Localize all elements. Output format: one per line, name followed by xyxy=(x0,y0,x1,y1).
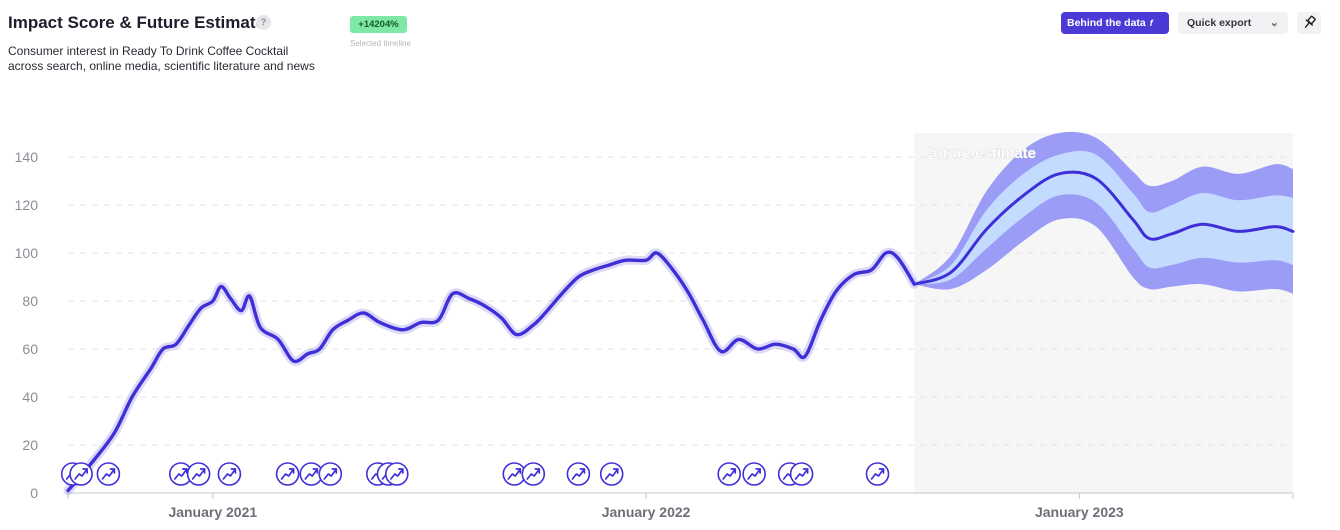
x-tick-label: January 2023 xyxy=(1035,504,1124,520)
y-tick-label: 100 xyxy=(15,245,39,261)
event-marker-icon xyxy=(521,462,546,486)
event-marker-icon xyxy=(186,462,211,486)
page-title: Impact Score & Future Estimate xyxy=(8,13,265,32)
y-tick-label: 60 xyxy=(22,341,38,357)
forecast-line xyxy=(912,170,1295,286)
event-marker-icon xyxy=(275,462,300,486)
history-line xyxy=(66,250,916,493)
help-icon[interactable]: ? xyxy=(256,15,271,30)
chevron-down-icon: ⌄ xyxy=(1269,17,1279,29)
formula-icon: f xyxy=(1149,18,1153,28)
behind-the-data-label: Behind the data xyxy=(1067,17,1146,29)
event-marker-icon xyxy=(69,462,93,486)
chart-subtitle: Consumer interest in Ready To Drink Coff… xyxy=(8,44,328,74)
event-marker-icon xyxy=(318,462,343,486)
y-tick-label: 140 xyxy=(15,149,39,165)
forecast-inner-band xyxy=(914,150,1293,285)
event-marker-icon xyxy=(96,462,121,486)
y-tick-label: 40 xyxy=(22,389,38,405)
y-tick-label: 0 xyxy=(30,485,38,501)
pin-button[interactable] xyxy=(1297,12,1321,34)
growth-badge: +14204% xyxy=(350,16,407,33)
event-marker-icon xyxy=(717,462,742,486)
growth-badge-caption: Selected timeline xyxy=(350,39,411,48)
y-tick-label: 20 xyxy=(22,437,38,453)
x-tick-label: January 2022 xyxy=(602,504,691,520)
subtitle-line-1: Consumer interest in Ready To Drink Coff… xyxy=(8,44,289,58)
event-marker-icon xyxy=(789,462,814,486)
event-marker-icon xyxy=(742,462,766,486)
y-tick-label: 120 xyxy=(15,197,39,213)
quick-export-label: Quick export xyxy=(1187,17,1252,29)
x-tick-label: January 2021 xyxy=(168,504,257,520)
event-marker-icon xyxy=(217,462,242,486)
event-marker-icon xyxy=(566,462,591,486)
quick-export-button[interactable]: Quick export ⌄ xyxy=(1178,12,1288,34)
event-marker-icon xyxy=(502,462,527,486)
forecast-label: Future estimate xyxy=(924,145,1036,162)
subtitle-line-2: across search, online media, scientific … xyxy=(8,59,315,73)
event-marker-icon xyxy=(865,462,890,486)
event-marker-icon xyxy=(599,462,624,486)
y-tick-label: 80 xyxy=(22,293,38,309)
behind-the-data-button[interactable]: Behind the data f xyxy=(1061,12,1169,34)
event-marker-icon xyxy=(384,462,409,486)
history-line-shadow xyxy=(63,247,919,496)
pin-icon xyxy=(1304,15,1316,29)
